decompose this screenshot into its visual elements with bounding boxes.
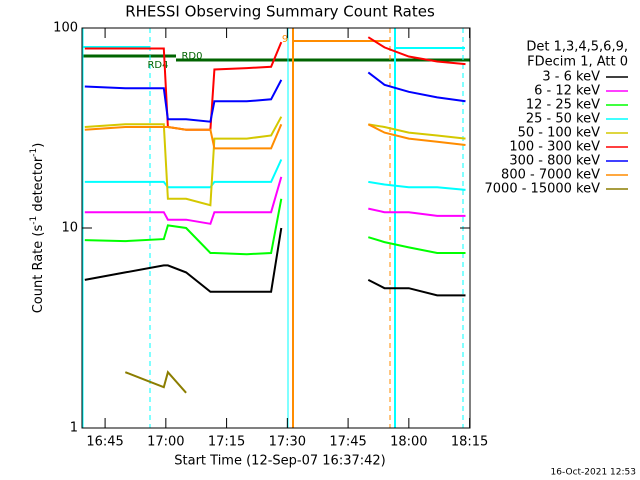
y-label-part: ) [31, 143, 46, 148]
annotation: RD4 [147, 60, 168, 71]
x-tick-label: 16:45 [86, 435, 123, 450]
legend-label: 25 - 50 keV [526, 112, 600, 127]
legend-label: 7000 - 15000 keV [485, 182, 601, 197]
x-tick-label: 18:15 [451, 435, 488, 450]
series-line [84, 36, 466, 131]
x-tick-label: 17:15 [208, 435, 245, 450]
legend-header: FDecim 1, Att 0 [527, 55, 628, 70]
x-tick-label: 17:30 [269, 435, 306, 450]
y-label-sup: -1 [29, 148, 39, 157]
legend-header: Det 1,3,4,5,6,9, [526, 40, 628, 55]
annotation: RD0 [181, 51, 202, 62]
series-line [84, 198, 466, 256]
chart-title: RHESSI Observing Summary Count Rates [125, 3, 435, 21]
footer-timestamp: 16-Oct-2021 12:53 [551, 468, 636, 478]
y-axis-label: Count Rate (s-1 detector-1) [29, 143, 46, 314]
y-label-sup: -1 [29, 216, 39, 225]
legend-label: 100 - 300 keV [509, 140, 600, 155]
y-label-part: detector [31, 156, 46, 216]
y-label-part: Count Rate (s [31, 225, 46, 314]
series-line [84, 123, 466, 150]
series-line [84, 159, 466, 191]
legend-label: 800 - 7000 keV [501, 168, 600, 183]
legend-label: 50 - 100 keV [518, 126, 601, 141]
x-tick-label: 17:00 [147, 435, 184, 450]
series-line [84, 176, 466, 225]
y-tick-label: 1 [70, 421, 78, 436]
legend-label: 3 - 6 keV [542, 70, 600, 85]
legend-label: 6 - 12 keV [534, 84, 600, 99]
series-line [84, 227, 466, 297]
y-tick-label: 10 [61, 221, 78, 236]
y-tick-label: 100 [53, 21, 78, 36]
annotation: 9 [282, 34, 288, 45]
legend-label: 300 - 800 keV [509, 154, 600, 169]
x-tick-label: 18:00 [390, 435, 427, 450]
series-line [84, 71, 466, 123]
x-tick-label: 17:45 [329, 435, 366, 450]
x-axis-label: Start Time (12-Sep-07 16:37:42) [174, 454, 385, 469]
legend-label: 12 - 25 keV [526, 98, 600, 113]
series-line [84, 116, 466, 207]
series-line [124, 370, 187, 394]
